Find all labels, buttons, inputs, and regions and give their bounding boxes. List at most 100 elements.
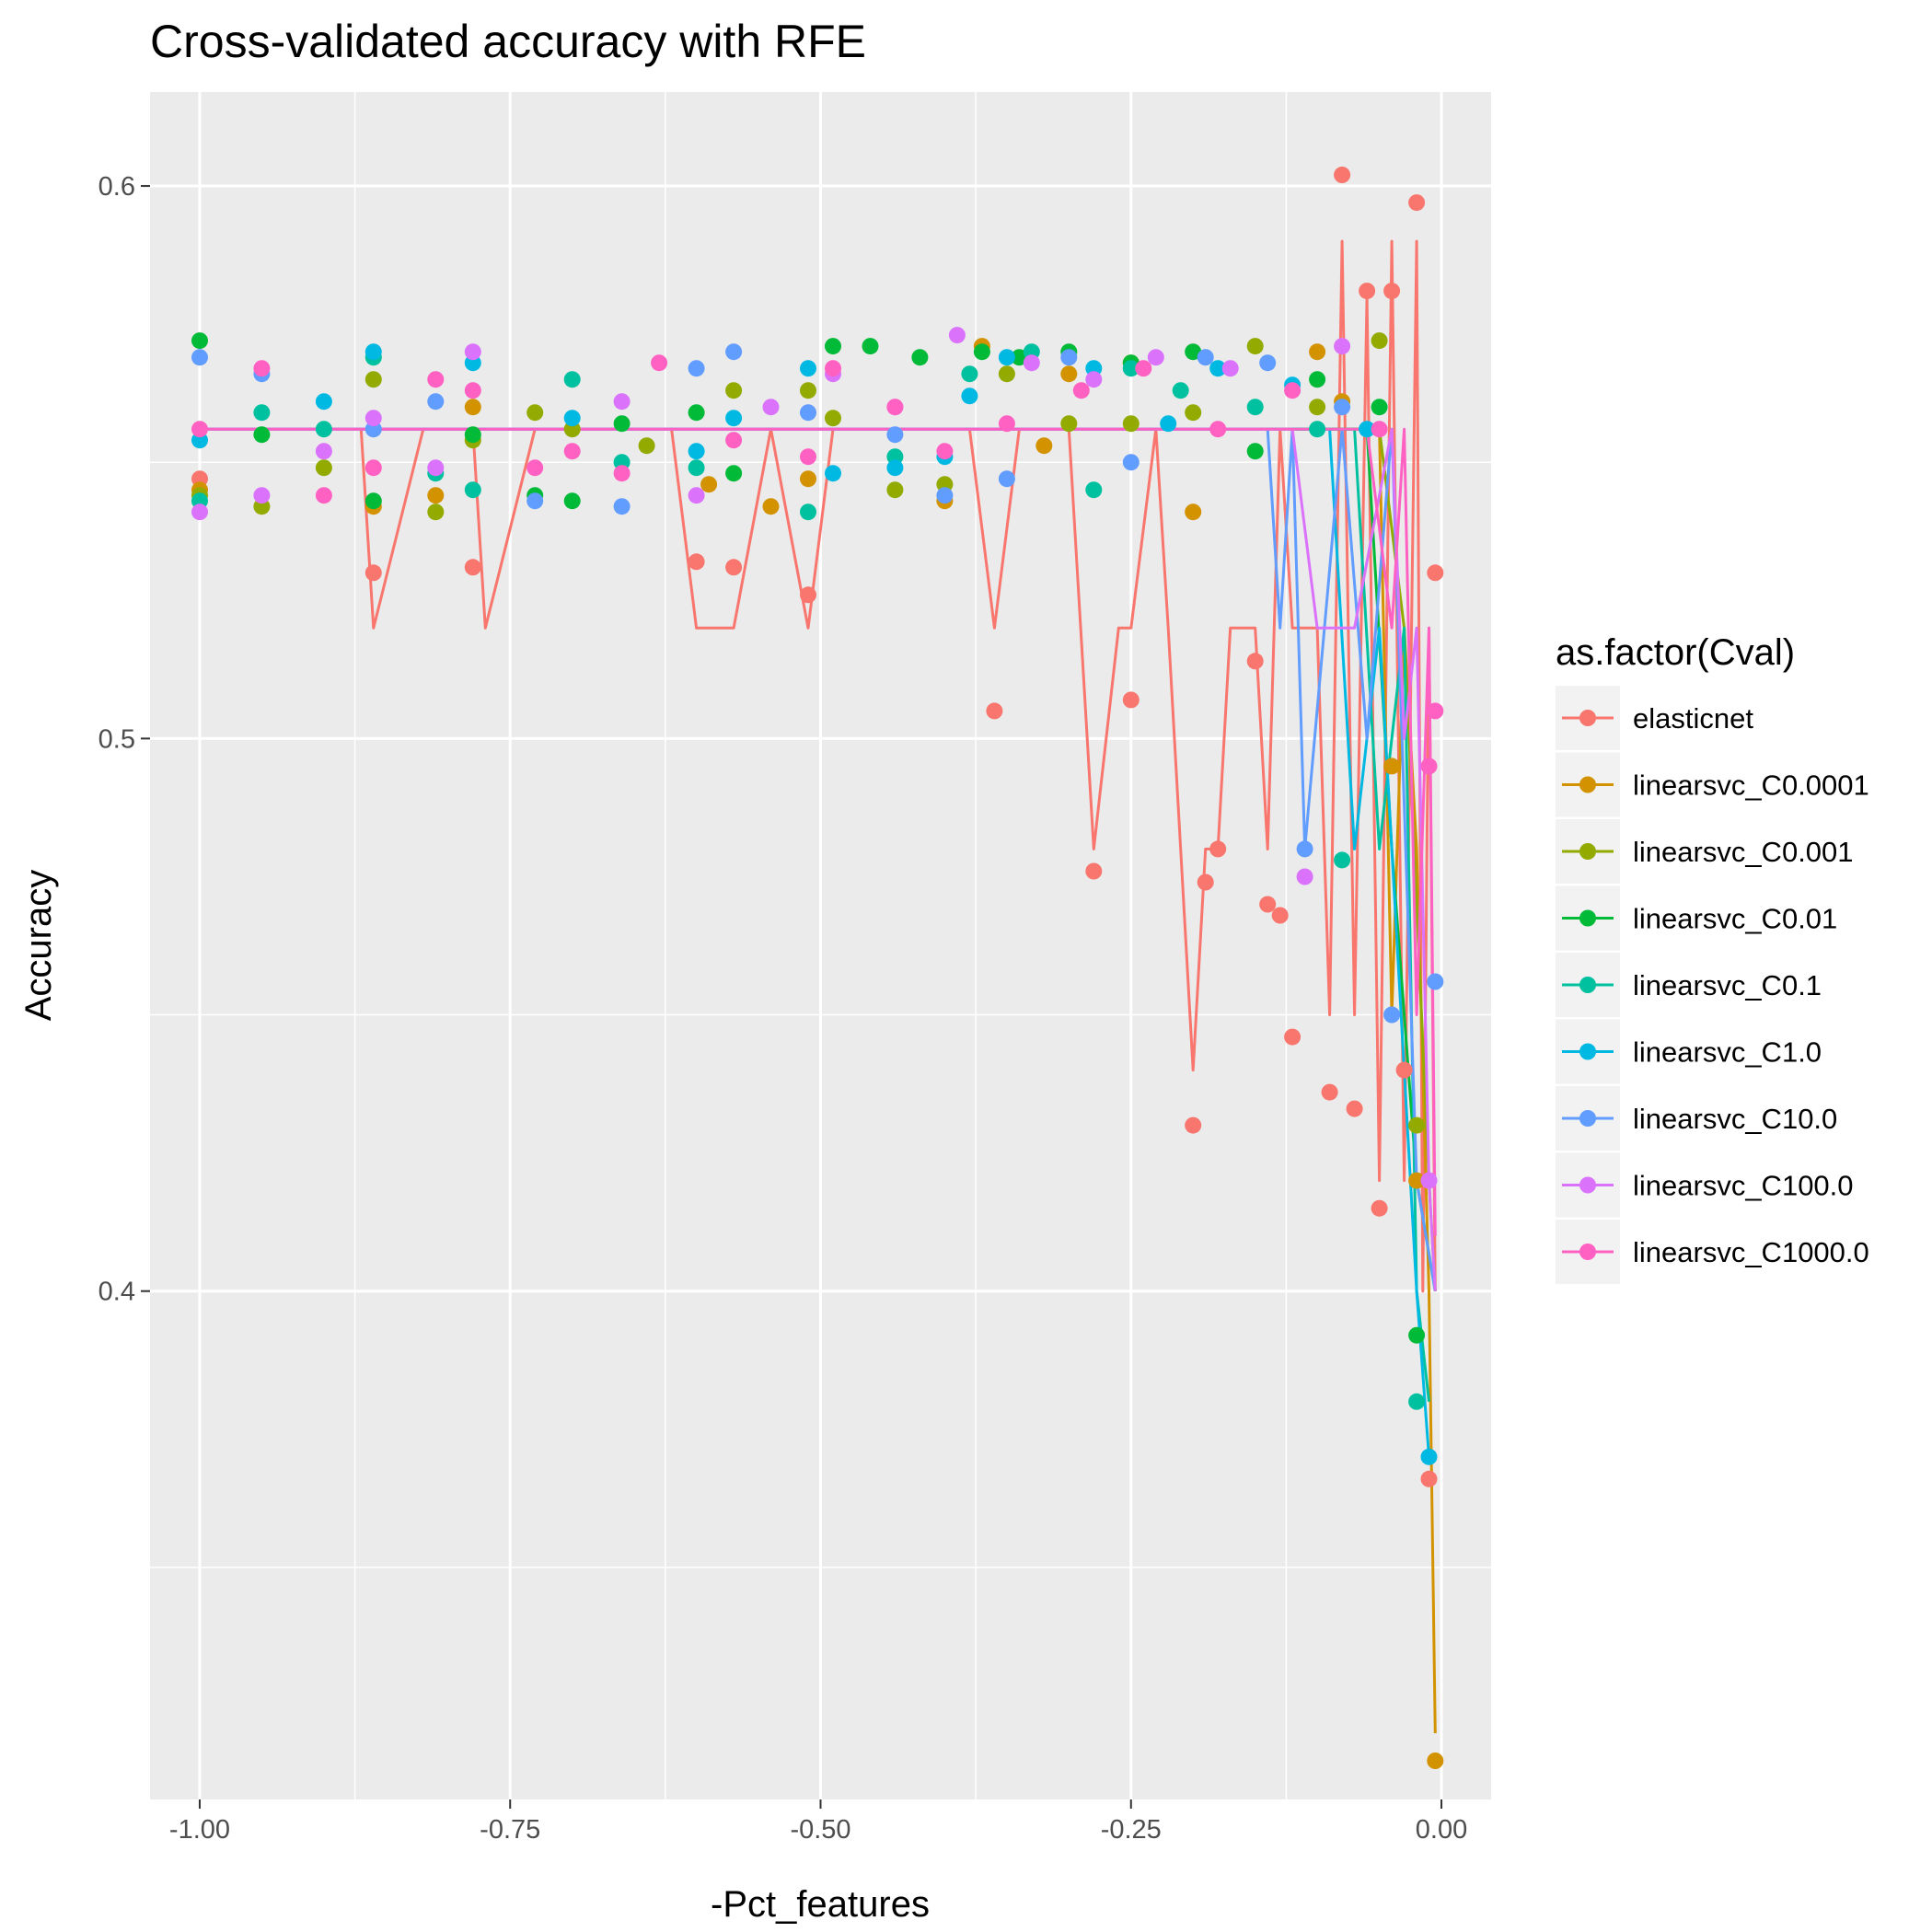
data-point-0 [464, 559, 481, 576]
data-point-8 [427, 371, 445, 388]
data-point-7 [427, 459, 445, 477]
data-point-3 [464, 426, 481, 444]
data-point-8 [563, 443, 581, 460]
data-point-3 [1246, 443, 1264, 460]
data-point-0 [1321, 1083, 1338, 1101]
legend-key-point [1579, 843, 1596, 860]
data-point-1 [1408, 1172, 1426, 1189]
y-tick-label: 0.6 [98, 172, 135, 202]
data-point-8 [1135, 360, 1152, 377]
data-point-6 [427, 393, 445, 411]
data-point-0 [1197, 873, 1214, 891]
data-point-7 [1221, 360, 1239, 377]
legend-label: linearsvc_C0.001 [1633, 836, 1854, 868]
data-point-7 [464, 343, 481, 361]
legend-label: linearsvc_C1.0 [1633, 1036, 1822, 1069]
data-point-7 [613, 393, 631, 411]
data-point-2 [427, 503, 445, 521]
legend-label: linearsvc_C0.0001 [1633, 769, 1869, 802]
data-point-3 [725, 465, 743, 482]
legend-label: linearsvc_C0.01 [1633, 903, 1837, 935]
data-point-2 [638, 437, 655, 455]
data-point-2 [1122, 415, 1140, 433]
data-point-7 [253, 487, 271, 504]
data-point-2 [1408, 1116, 1426, 1134]
x-tick-label: -1.00 [169, 1815, 230, 1845]
data-point-7 [1085, 371, 1103, 388]
data-point-1 [800, 470, 816, 488]
data-point-0 [1246, 653, 1264, 670]
data-point-2 [1185, 404, 1202, 422]
data-point-8 [800, 448, 816, 466]
legend-label: linearsvc_C0.1 [1633, 969, 1822, 1001]
y-tick-label: 0.5 [98, 724, 135, 754]
data-point-8 [315, 487, 332, 504]
data-point-5 [725, 410, 743, 427]
data-point-7 [948, 327, 966, 344]
data-point-5 [800, 360, 816, 377]
y-axis-title: Accuracy [18, 870, 59, 1022]
data-point-4 [1309, 421, 1326, 438]
data-point-6 [1383, 1006, 1401, 1024]
axes: -1.00 -0.75 -0.50 -0.25 0.00 0.4 0.5 0.6 [98, 172, 1468, 1845]
x-tick-label: -0.25 [1101, 1815, 1162, 1845]
data-point-0 [1122, 691, 1140, 709]
x-tick-label: -0.50 [790, 1815, 850, 1845]
data-point-4 [800, 503, 816, 521]
data-point-6 [1427, 973, 1444, 990]
data-point-4 [1408, 1393, 1426, 1410]
legend-key-point [1579, 710, 1596, 726]
legend-key-point [1579, 1176, 1596, 1194]
data-point-1 [1035, 437, 1053, 455]
data-point-2 [725, 382, 743, 399]
data-point-0 [1408, 194, 1426, 212]
data-point-0 [1271, 907, 1289, 924]
data-point-6 [1060, 349, 1078, 366]
legend-label: linearsvc_C10.0 [1633, 1103, 1837, 1135]
data-point-3 [1011, 349, 1028, 366]
legend-key-point [1579, 1244, 1596, 1260]
data-point-5 [364, 343, 382, 361]
data-point-2 [315, 459, 332, 477]
data-point-6 [1334, 399, 1351, 416]
data-point-2 [825, 410, 841, 427]
data-point-6 [998, 470, 1015, 488]
data-point-4 [1334, 851, 1351, 869]
data-point-8 [886, 399, 904, 416]
data-point-0 [1346, 1100, 1363, 1117]
data-point-8 [364, 459, 382, 477]
data-point-4 [688, 459, 705, 477]
data-point-4 [253, 404, 271, 422]
data-point-3 [1185, 343, 1202, 361]
data-point-0 [1371, 1199, 1388, 1217]
data-point-8 [1209, 421, 1227, 438]
data-point-8 [1284, 382, 1301, 399]
chart-title: Cross-validated accuracy with RFE [150, 16, 866, 67]
data-point-8 [1371, 421, 1388, 438]
data-point-1 [1060, 365, 1078, 383]
data-point-7 [1023, 354, 1040, 372]
data-point-2 [1060, 415, 1078, 433]
data-point-3 [253, 426, 271, 444]
data-point-2 [364, 371, 382, 388]
data-point-0 [1259, 896, 1277, 913]
data-point-5 [961, 388, 978, 405]
data-point-6 [725, 343, 743, 361]
data-point-4 [1085, 481, 1103, 499]
legend-key-point [1579, 1043, 1596, 1060]
data-point-4 [961, 365, 978, 383]
data-point-3 [825, 338, 841, 355]
data-point-0 [1284, 1028, 1301, 1046]
data-point-6 [886, 426, 904, 444]
data-point-0 [1359, 283, 1376, 300]
data-point-5 [315, 393, 332, 411]
data-point-0 [1383, 283, 1401, 300]
legend-label: elasticnet [1633, 702, 1753, 735]
data-point-2 [1371, 332, 1388, 350]
data-point-2 [886, 481, 904, 499]
data-point-8 [651, 354, 668, 372]
data-point-4 [464, 481, 481, 499]
data-point-2 [998, 365, 1015, 383]
data-point-0 [688, 553, 705, 571]
